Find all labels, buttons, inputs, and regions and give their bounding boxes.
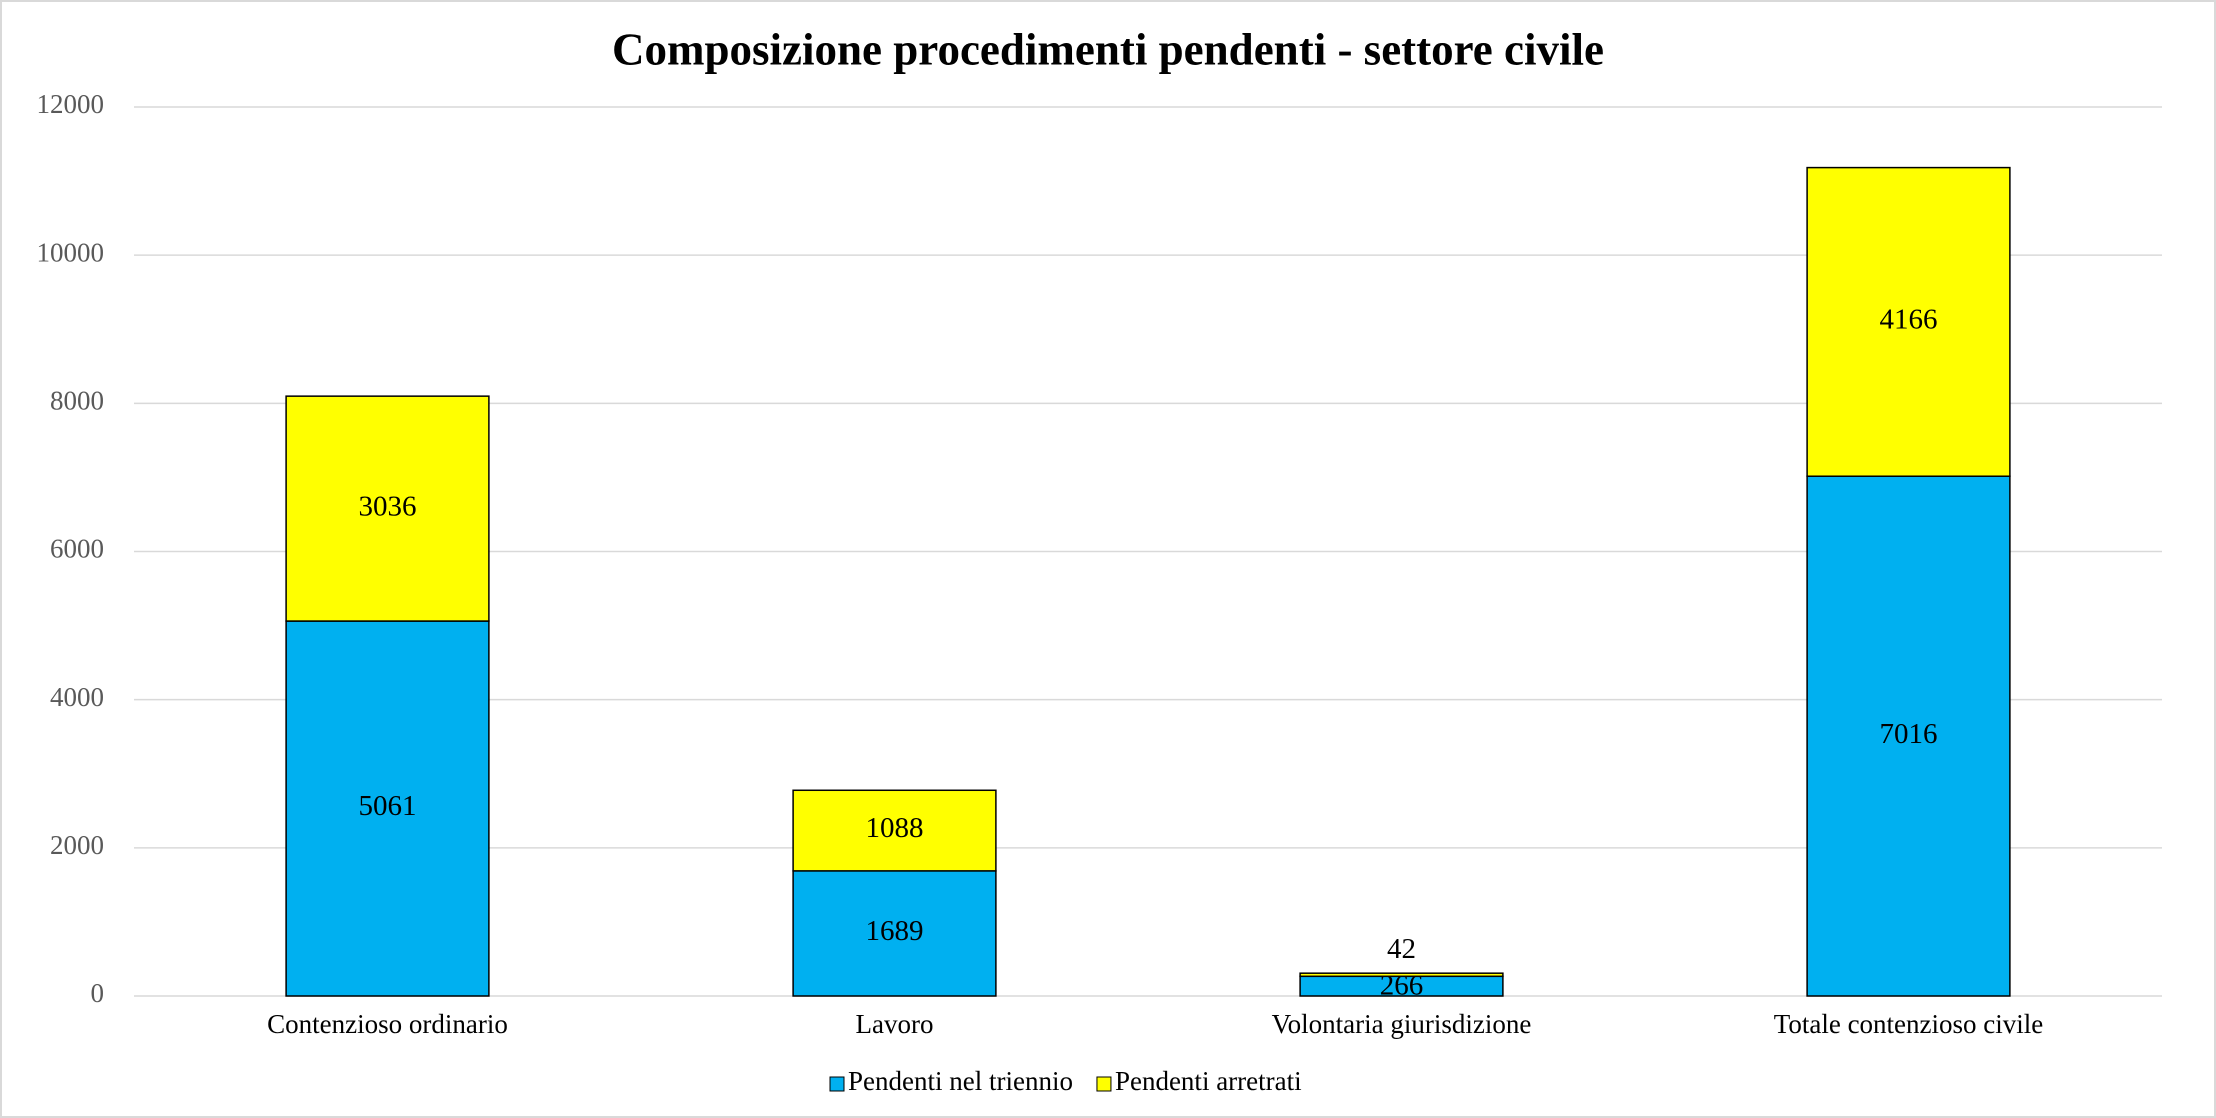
legend-swatch xyxy=(1096,1076,1112,1092)
legend-label: Pendenti nel triennio xyxy=(848,1066,1073,1096)
x-tick-label: Contenzioso ordinario xyxy=(267,1009,508,1039)
y-tick-label: 10000 xyxy=(37,237,105,267)
data-label: 5061 xyxy=(359,790,417,822)
x-tick-label: Lavoro xyxy=(856,1009,934,1039)
legend-swatch xyxy=(829,1076,845,1092)
bar-segment xyxy=(285,620,490,997)
data-label: 4166 xyxy=(1880,304,1938,336)
data-label: 7016 xyxy=(1880,718,1938,750)
y-tick-label: 0 xyxy=(91,978,105,1008)
y-tick-label: 4000 xyxy=(50,682,104,712)
data-label: 1689 xyxy=(866,915,924,947)
y-tick-label: 8000 xyxy=(50,386,104,416)
bar-segment xyxy=(285,395,490,622)
bar-segment xyxy=(792,789,997,872)
bar-segment xyxy=(1299,972,1504,978)
y-tick-label: 6000 xyxy=(50,534,104,564)
data-label: 42 xyxy=(1387,933,1416,965)
data-label: 1088 xyxy=(866,812,924,844)
x-tick-label: Volontaria giurisdizione xyxy=(1272,1009,1532,1039)
bar-segment xyxy=(1806,166,2011,477)
data-label: 3036 xyxy=(359,490,417,522)
chart-title: Composizione procedimenti pendenti - set… xyxy=(612,24,1604,74)
bar-segment xyxy=(1806,475,2011,997)
legend-label: Pendenti arretrati xyxy=(1115,1066,1302,1096)
y-tick-label: 12000 xyxy=(37,89,105,119)
y-tick-label: 2000 xyxy=(50,830,104,860)
bar-segment xyxy=(792,870,997,997)
x-tick-label: Totale contenzioso civile xyxy=(1774,1009,2044,1039)
